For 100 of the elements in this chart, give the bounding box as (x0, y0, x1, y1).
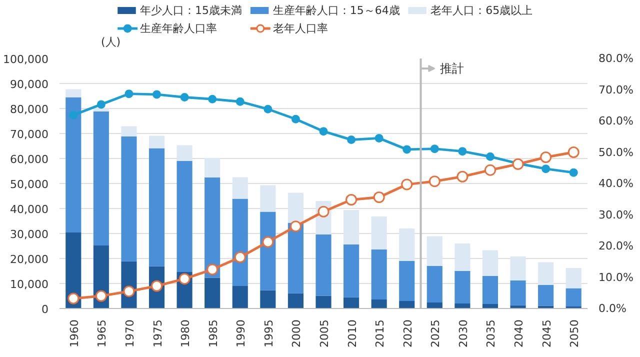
bar (566, 268, 582, 288)
bar (399, 301, 415, 308)
y-tick-label: 100,000 (3, 53, 49, 66)
bar (204, 178, 220, 278)
bar (566, 288, 582, 306)
y-tick-label: 20,000 (10, 253, 49, 266)
point (180, 93, 189, 102)
y-tick-label: 10,000 (10, 278, 49, 291)
bar (454, 271, 470, 304)
x-tick-label: 1985 (206, 319, 220, 348)
x-tick-label: 2050 (568, 319, 582, 348)
bar (204, 278, 220, 308)
point (486, 152, 494, 161)
x-tick-label: 2030 (456, 319, 470, 348)
point (568, 146, 580, 158)
point (290, 220, 302, 232)
bar (204, 158, 220, 178)
legend-label: 生産年齢人口率 (140, 22, 218, 35)
x-tick-label: 1970 (123, 319, 136, 348)
bar (344, 244, 360, 298)
point (178, 273, 190, 285)
bar (454, 304, 470, 308)
point (373, 192, 385, 203)
point (428, 176, 440, 188)
legend-label: 年少人口：15歳未満 (140, 4, 242, 17)
y2-tick-label: 10.0% (598, 270, 634, 284)
bar (399, 261, 415, 301)
bar (260, 290, 276, 308)
point (569, 168, 578, 177)
x-tick-label: 2015 (374, 319, 387, 348)
bar (288, 293, 304, 308)
point (264, 104, 272, 114)
y2-tick-label: 20.0% (598, 240, 634, 252)
x-tick-label: 2045 (540, 319, 554, 348)
point (318, 206, 330, 218)
bar (260, 185, 276, 212)
bar (93, 112, 109, 246)
bar (232, 177, 248, 199)
x-tick-label: 2010 (346, 319, 359, 348)
bar (66, 89, 82, 98)
point (402, 145, 412, 154)
y-tick-label: 70,000 (10, 128, 49, 141)
y2-tick-label: 40.0% (598, 177, 634, 190)
y-tick-label: 50,000 (10, 178, 49, 191)
bar (482, 250, 498, 276)
y-axis-title: (人) (101, 36, 121, 48)
x-tick-label: 2035 (484, 319, 498, 348)
bar (288, 222, 304, 294)
y2-tick-label: 60.0% (598, 114, 634, 128)
bar (316, 234, 332, 296)
point (152, 90, 162, 99)
point (542, 164, 550, 174)
bar (371, 216, 387, 250)
point (95, 290, 107, 302)
y-tick-label: 60,000 (10, 153, 49, 166)
bar (232, 198, 248, 286)
point (401, 178, 413, 190)
bar (371, 300, 387, 308)
point (484, 164, 496, 176)
point (206, 264, 218, 276)
y-tick-label: 0 (42, 303, 48, 316)
point (68, 292, 80, 304)
point (458, 147, 467, 156)
bar (482, 276, 498, 304)
point (456, 170, 468, 182)
y2-tick-label: 70.0% (598, 83, 634, 96)
bar (344, 297, 360, 308)
bar (232, 286, 248, 308)
bar (426, 236, 442, 266)
bar (260, 212, 276, 290)
point (347, 136, 356, 144)
bar (371, 250, 387, 300)
x-tick-label: 1990 (234, 319, 248, 348)
bar (344, 210, 360, 244)
x-tick-label: 1975 (151, 319, 164, 348)
point (124, 90, 134, 98)
point (540, 152, 552, 163)
bar (121, 126, 137, 136)
x-tick-label: 1960 (68, 319, 81, 348)
x-tick-label: 2040 (512, 319, 526, 348)
bar (66, 232, 82, 308)
bar (510, 256, 526, 280)
legend-label: 老年人口率 (272, 22, 328, 35)
point (234, 252, 246, 263)
bar (121, 136, 137, 262)
x-tick-label: 2005 (318, 319, 331, 348)
ref-line-label: 推計 (440, 62, 464, 76)
point (430, 144, 439, 154)
bar (510, 280, 526, 306)
y2-tick-label: 0.0% (598, 302, 626, 315)
point (236, 97, 244, 106)
point (346, 194, 358, 206)
bar (316, 296, 332, 308)
y-tick-label: 80,000 (10, 103, 49, 116)
bar (426, 266, 442, 302)
bar (66, 97, 82, 232)
x-tick-label: 1995 (262, 319, 276, 348)
x-tick-label: 1980 (179, 319, 192, 348)
x-tick-label: 1965 (96, 319, 109, 348)
point (262, 236, 274, 248)
